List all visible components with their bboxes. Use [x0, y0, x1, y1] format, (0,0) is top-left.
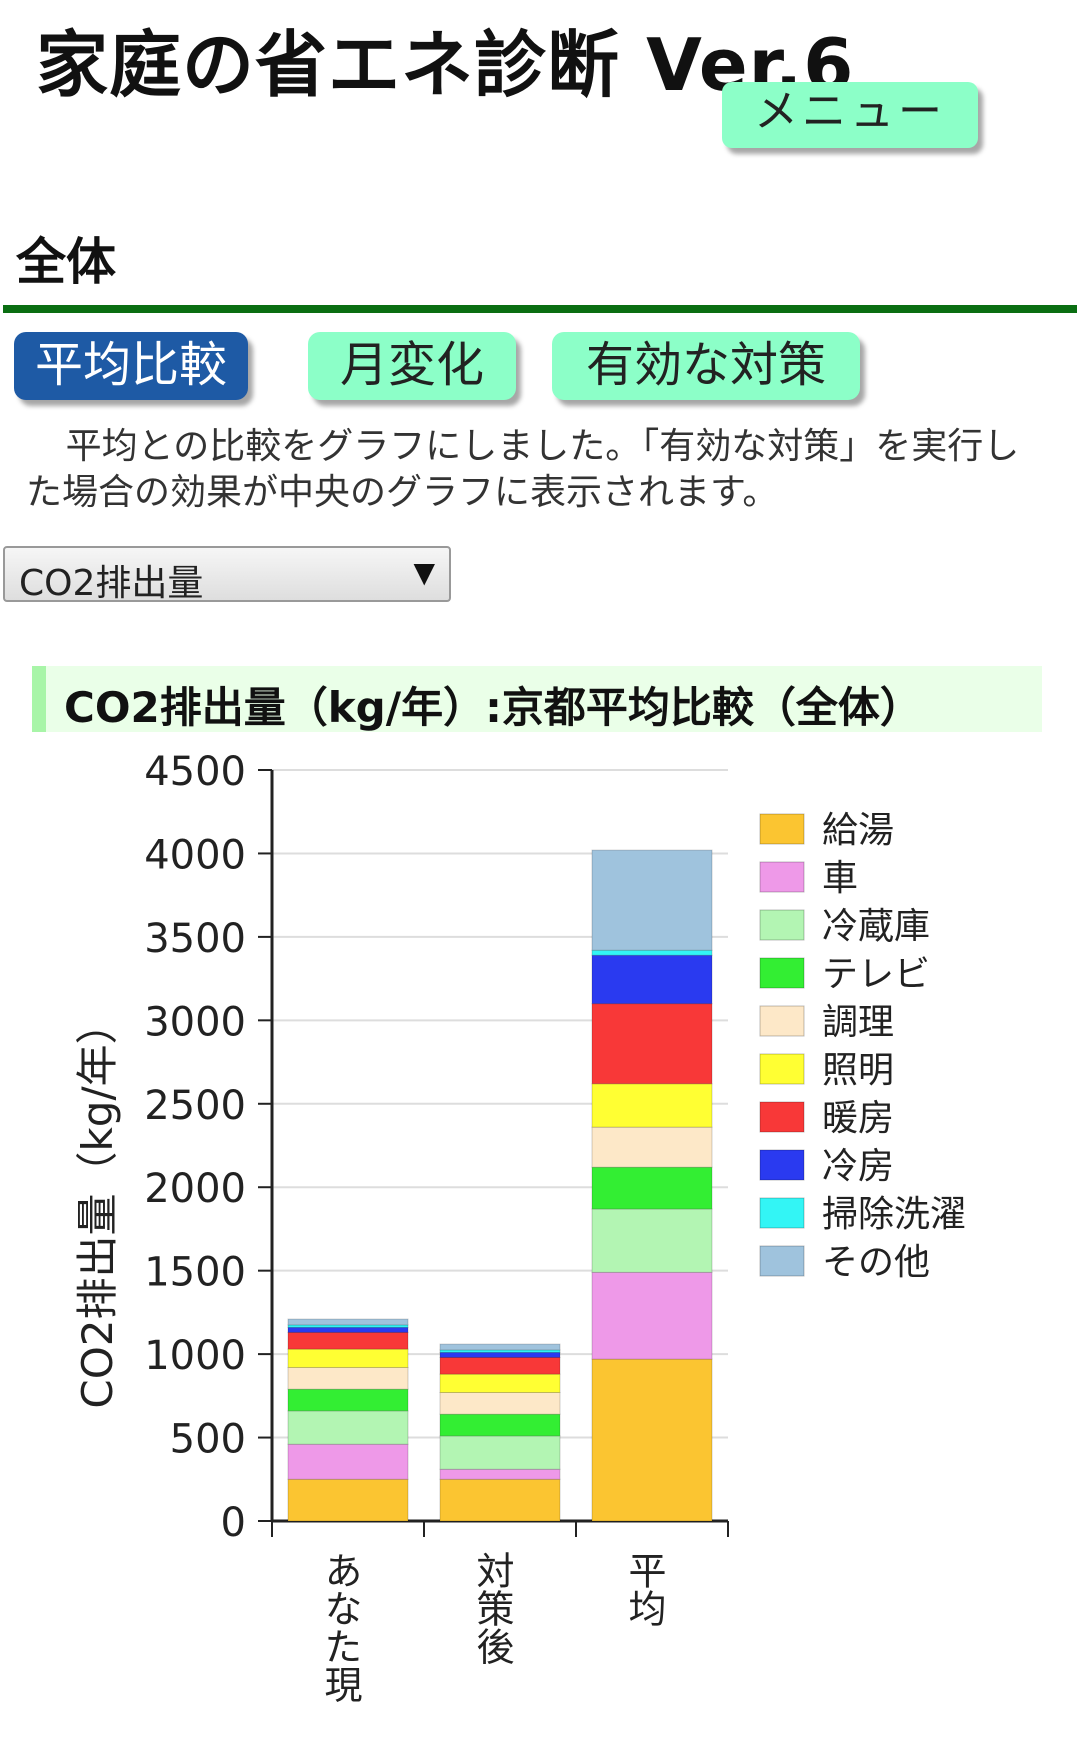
- bar-segment: [439, 1435, 561, 1470]
- legend-swatch: [759, 1101, 805, 1133]
- y-tick-label: 500: [170, 1417, 246, 1463]
- legend-swatch: [759, 1005, 805, 1037]
- y-axis-label: CO2排出量（kg/年）: [73, 1002, 122, 1408]
- legend-label: 給湯: [822, 810, 894, 851]
- legend-label: テレビ: [822, 954, 930, 995]
- x-category-label: 対策後: [470, 1551, 514, 1665]
- x-category-label: 平均: [622, 1551, 666, 1627]
- bar-segment: [591, 1126, 713, 1168]
- tab-effective-measures[interactable]: 有効な対策: [552, 332, 860, 400]
- legend-swatch: [759, 1245, 805, 1277]
- bar-segment: [287, 1410, 409, 1445]
- bar-segment: [591, 849, 713, 951]
- section-title: 全体: [16, 233, 116, 291]
- tab-monthly-change[interactable]: 月変化: [308, 332, 516, 400]
- legend-swatch: [759, 1149, 805, 1181]
- legend-label: 調理: [822, 1002, 894, 1043]
- bar-segment: [287, 1318, 409, 1326]
- y-tick-label: 4500: [144, 749, 246, 795]
- legend-swatch: [759, 909, 805, 941]
- legend-swatch: [759, 813, 805, 845]
- y-tick-label: 3500: [144, 916, 246, 962]
- description-text: 平均との比較をグラフにしました。「有効な対策」を実行した場合の効果が中央のグラフ…: [26, 426, 1020, 513]
- y-tick-label: 2000: [144, 1166, 246, 1212]
- legend-swatch: [759, 1053, 805, 1085]
- section-divider: [3, 305, 1077, 313]
- y-tick-label: 4000: [144, 832, 246, 878]
- bar-segment: [439, 1373, 561, 1393]
- x-category-label: あなた現: [318, 1551, 362, 1703]
- bar-segment: [287, 1326, 409, 1333]
- legend-label: その他: [822, 1242, 930, 1283]
- legend-label: 冷房: [822, 1146, 894, 1187]
- chart-heading: CO2排出量（kg/年）:京都平均比較（全体）: [32, 666, 1042, 732]
- y-tick-label: 1500: [144, 1250, 246, 1296]
- bar-segment: [591, 1083, 713, 1128]
- bar-segment: [591, 1166, 713, 1210]
- legend-label: 掃除洗濯: [822, 1194, 966, 1235]
- bar-segment: [439, 1343, 561, 1351]
- bar-segment: [439, 1356, 561, 1375]
- bar-segment: [439, 1468, 561, 1480]
- legend-swatch: [759, 957, 805, 989]
- bar-segment: [591, 954, 713, 1005]
- metric-select-value: CO2排出量: [19, 563, 204, 604]
- bar-segment: [287, 1443, 409, 1480]
- legend-label: 冷蔵庫: [822, 906, 930, 947]
- menu-button[interactable]: メニュー: [722, 82, 978, 148]
- bar-segment: [287, 1478, 409, 1522]
- dropdown-arrow-icon: ▼: [413, 556, 435, 589]
- y-tick-label: 2500: [144, 1083, 246, 1129]
- bar-segment: [287, 1331, 409, 1350]
- bar-segment: [287, 1348, 409, 1368]
- co2-stacked-bar-chart: 0 500 1000 1500 2000 2500 3000 3500 4000 4500 CO2排…: [73, 749, 966, 1703]
- y-tick-label: 0: [221, 1500, 246, 1546]
- bar-segment: [287, 1366, 409, 1390]
- legend-label: 照明: [822, 1050, 894, 1091]
- legend-label: 暖房: [822, 1098, 894, 1139]
- bar-segment: [591, 949, 713, 956]
- bar-segment: [591, 1271, 713, 1360]
- legend-label: 車: [822, 858, 858, 899]
- app-title: 家庭の省エネ診断 Ver.6: [36, 23, 855, 107]
- bar-segment: [439, 1478, 561, 1522]
- bar-segment: [439, 1391, 561, 1415]
- legend-swatch: [759, 1197, 805, 1229]
- y-tick-label: 1000: [144, 1333, 246, 1379]
- bar-segment: [287, 1388, 409, 1412]
- bar-segment: [591, 1208, 713, 1273]
- chart-heading-text: CO2排出量（kg/年）:京都平均比較（全体）: [64, 683, 922, 732]
- legend-swatch: [759, 861, 805, 893]
- bar-segment: [591, 1358, 713, 1522]
- tab-average-comparison[interactable]: 平均比較: [14, 332, 248, 400]
- y-tick-label: 3000: [144, 999, 246, 1045]
- bar-segment: [439, 1351, 561, 1358]
- bar-segment: [439, 1413, 561, 1437]
- bar-segment: [591, 1003, 713, 1085]
- metric-select[interactable]: CO2排出量 ▼: [3, 546, 451, 604]
